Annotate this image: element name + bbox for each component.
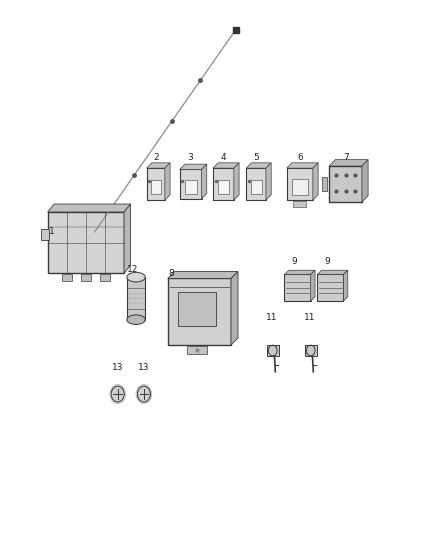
Text: 2: 2 [153,153,159,162]
Polygon shape [313,163,318,200]
Polygon shape [246,163,271,168]
Text: 8: 8 [168,269,174,278]
Ellipse shape [127,272,145,282]
Bar [213,168,234,200]
Text: 9: 9 [292,257,297,265]
Bar [187,346,207,354]
Polygon shape [287,163,318,168]
Text: 3: 3 [188,153,194,162]
Bar [287,168,313,200]
Bar [292,179,307,195]
Polygon shape [180,164,207,169]
Polygon shape [317,270,348,274]
Polygon shape [165,163,170,200]
Bar [147,168,165,200]
Bar [317,274,343,301]
Polygon shape [231,271,238,345]
Bar [293,201,306,207]
Text: 9: 9 [324,257,330,265]
Bar [48,212,124,273]
Bar [180,169,201,199]
Bar [100,274,110,280]
Bar [322,177,328,191]
Polygon shape [329,160,368,166]
Polygon shape [266,163,271,200]
Bar [178,292,216,326]
Bar [329,166,362,202]
Polygon shape [48,204,131,212]
Text: 6: 6 [297,153,303,162]
Bar [168,278,231,345]
Polygon shape [362,160,368,202]
Text: 13: 13 [112,363,124,372]
Polygon shape [311,270,315,301]
Polygon shape [201,164,207,199]
Polygon shape [234,163,239,200]
Polygon shape [343,270,348,301]
Bar [62,274,71,280]
Bar [285,274,311,301]
Circle shape [138,386,150,402]
Text: 7: 7 [343,153,349,162]
Bar [81,274,91,280]
Circle shape [111,386,124,402]
Bar [251,180,261,195]
Bar [246,168,266,200]
Text: 5: 5 [253,153,259,162]
Polygon shape [168,271,238,278]
Ellipse shape [127,315,145,325]
Bar [151,180,161,195]
Bar [304,345,317,357]
Bar [184,181,197,193]
Text: 11: 11 [265,313,277,322]
Polygon shape [285,270,315,274]
Polygon shape [213,163,239,168]
Polygon shape [124,204,131,273]
Text: 12: 12 [127,265,138,273]
Text: 1: 1 [49,228,55,237]
Text: 11: 11 [304,313,315,322]
Bar [41,229,49,240]
Text: 13: 13 [138,363,150,372]
Bar [127,277,145,320]
Text: 4: 4 [221,153,226,162]
Bar [267,345,279,357]
Bar [218,180,229,195]
Polygon shape [147,163,170,168]
